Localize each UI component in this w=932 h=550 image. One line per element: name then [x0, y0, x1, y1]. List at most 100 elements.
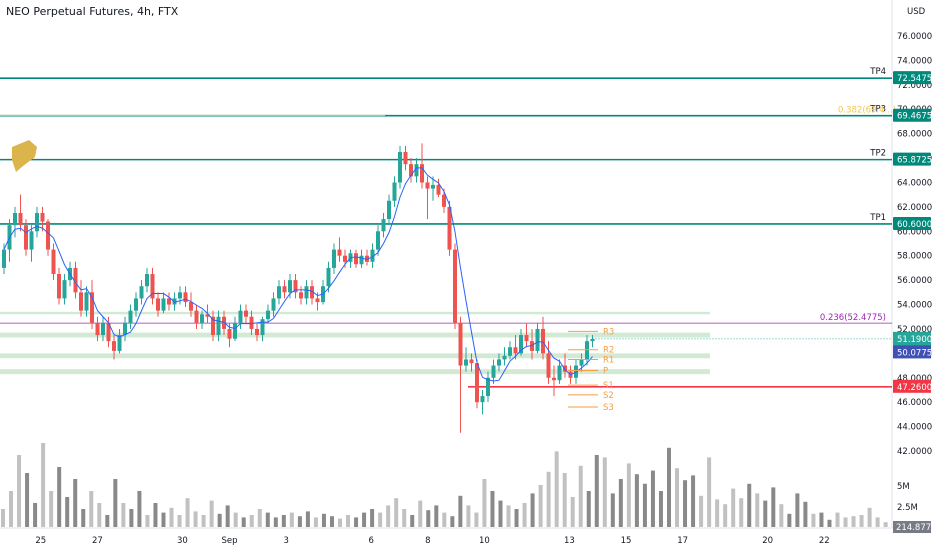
candle-body	[150, 274, 155, 299]
candle-body	[2, 249, 6, 268]
candle-body	[62, 280, 67, 299]
volume-badge-text: 214.877K	[896, 523, 932, 533]
candle-body	[255, 328, 259, 336]
x-tick-label: 3	[283, 536, 288, 546]
x-tick-label: Sep	[222, 536, 238, 546]
candle-body	[475, 363, 479, 403]
volume-bar	[755, 493, 760, 527]
candle-body	[51, 249, 56, 275]
volume-bar	[490, 491, 495, 527]
volume-bar	[217, 513, 222, 527]
y-tick-label: 60.0000	[897, 227, 932, 237]
candle-body	[469, 359, 474, 364]
candle-body	[112, 341, 116, 351]
candle-body	[486, 377, 490, 397]
price-badge-text: 47.2600	[897, 383, 932, 393]
volume-bar	[378, 512, 383, 527]
volume-bar	[803, 501, 808, 527]
x-tick-label: 17	[677, 536, 688, 546]
volume-bar	[161, 512, 166, 527]
x-tick-label: 27	[92, 536, 103, 546]
volume-bar	[241, 517, 246, 527]
volume-bar	[289, 512, 294, 527]
pivot-label: S3	[603, 403, 614, 413]
volume-bar	[209, 500, 214, 527]
volume-bar	[65, 497, 70, 527]
tp-price-badge	[893, 216, 931, 230]
volume-axis-label: 2.5M	[897, 503, 918, 513]
tp-level-label: TP4	[869, 67, 886, 77]
volume-bar	[514, 509, 519, 527]
volume-bar	[827, 519, 832, 527]
y-tick-label: 76.0000	[897, 32, 932, 42]
volume-bar	[586, 491, 591, 527]
volume-bar	[835, 512, 840, 527]
y-tick-label: 62.0000	[897, 203, 932, 213]
candle-body	[299, 292, 303, 299]
x-tick-label: 10	[479, 536, 490, 546]
time-axis: 25 27 30 Sep 3 6 8 10 13 15 17 20 22	[35, 536, 829, 546]
candle-body	[46, 221, 50, 250]
price-badge	[893, 379, 931, 393]
candle-body	[57, 274, 61, 299]
volume-bar	[546, 471, 551, 527]
candlestick-series	[2, 143, 595, 433]
volume-bar	[626, 463, 631, 527]
volume-bar	[618, 479, 623, 527]
candle-body	[178, 292, 182, 299]
candle-body	[502, 355, 507, 360]
volume-bar	[442, 512, 447, 527]
tp-level-label: TP1	[869, 213, 886, 223]
y-tick-label: 56.0000	[897, 276, 932, 286]
candle-body	[563, 365, 567, 372]
candle-body	[513, 347, 518, 354]
volume-bar	[338, 518, 343, 527]
candle-body	[431, 184, 435, 189]
volume-bar	[73, 479, 78, 527]
volume-bars	[1, 443, 888, 527]
volume-bar	[498, 500, 503, 527]
volume-bar	[610, 493, 615, 527]
candle-body	[343, 255, 347, 262]
candle-body	[376, 231, 380, 250]
volume-bar	[867, 507, 872, 527]
candle-body	[216, 316, 221, 336]
candle-body	[29, 231, 34, 250]
y-tick-label: 54.0000	[897, 301, 932, 311]
y-tick-label: 52.0000	[897, 325, 932, 335]
volume-bar	[466, 505, 471, 527]
volume-bar	[506, 505, 511, 527]
volume-bar	[666, 447, 671, 527]
volume-bar	[747, 483, 752, 527]
candle-body	[167, 298, 171, 305]
candle-body	[90, 292, 94, 323]
volume-bar	[249, 515, 254, 527]
candle-body	[590, 338, 595, 342]
candle-body	[117, 335, 122, 351]
candle-body	[238, 310, 243, 323]
volume-bar	[57, 467, 62, 527]
price-badge-text: 50.0775	[897, 348, 932, 358]
tp-price-badge-text: 69.4675	[897, 112, 932, 122]
candle-body	[200, 314, 204, 323]
volume-bar	[715, 499, 720, 527]
volume-bar	[193, 511, 198, 527]
candle-body	[271, 298, 276, 311]
chart-title: NEO Perpetual Futures, 4h, FTX	[6, 5, 179, 18]
volume-bar	[145, 515, 150, 527]
volume-bar	[321, 513, 326, 527]
candle-body	[370, 249, 375, 262]
candle-body	[420, 164, 424, 183]
y-tick-label: 74.0000	[897, 56, 932, 66]
candle-body	[557, 365, 562, 381]
support-zones	[0, 311, 710, 375]
y-tick-label: 44.0000	[897, 423, 932, 433]
pivot-label: S1	[603, 381, 614, 391]
volume-bar	[9, 491, 14, 527]
volume-bar	[313, 517, 318, 527]
volume-bar	[763, 500, 768, 527]
volume-bar	[642, 483, 647, 527]
volume-bar	[675, 468, 680, 527]
